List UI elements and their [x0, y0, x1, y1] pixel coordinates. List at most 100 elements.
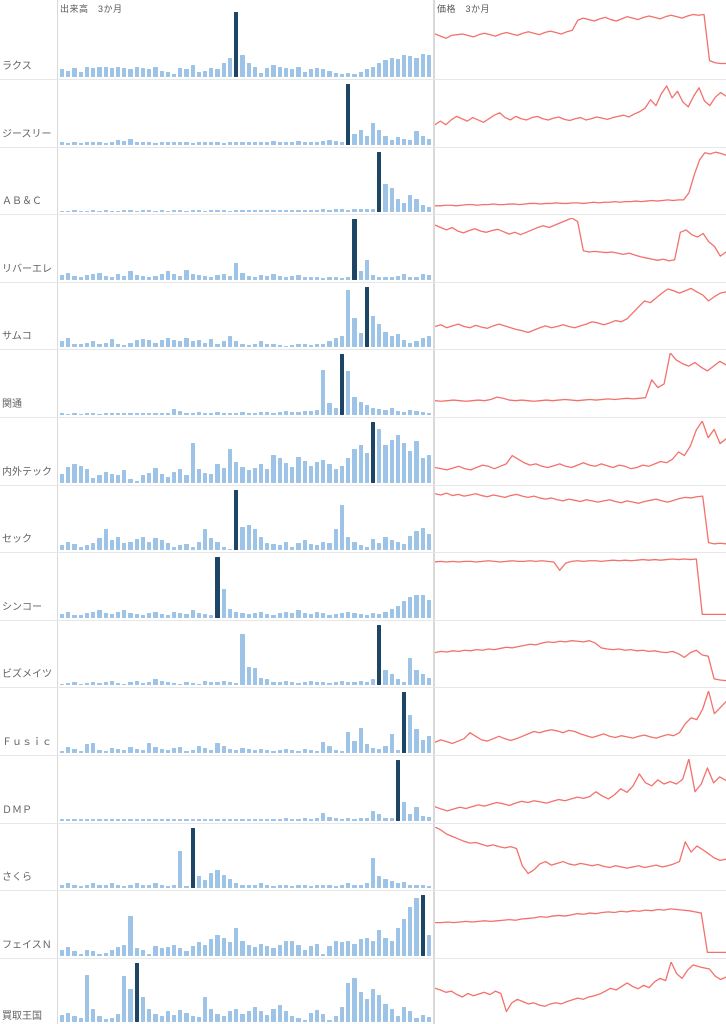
volume-bar — [159, 210, 164, 213]
stock-name-cell[interactable]: セック — [0, 486, 57, 553]
volume-sparkline-cell[interactable] — [57, 553, 434, 620]
volume-bar — [277, 749, 282, 753]
volume-bar — [339, 680, 345, 686]
price-sparkline-cell[interactable] — [434, 417, 726, 485]
volume-bar-max — [339, 354, 345, 415]
volume-bar — [346, 983, 351, 1022]
volume-bar — [290, 209, 295, 213]
volume-bar — [122, 542, 127, 551]
stock-name-cell[interactable]: サムコ — [0, 283, 57, 350]
volume-sparkline-cell[interactable] — [57, 417, 434, 485]
volume-bar — [408, 342, 413, 348]
volume-bar — [153, 883, 158, 889]
volume-bar — [402, 54, 407, 77]
stock-name-cell[interactable]: ＤＭＰ — [0, 756, 57, 823]
volume-bar — [265, 614, 270, 618]
price-sparkline-cell[interactable] — [434, 0, 726, 79]
price-sparkline-cell[interactable] — [434, 147, 726, 215]
price-sparkline-cell[interactable] — [434, 350, 726, 417]
volume-bar — [103, 528, 108, 551]
stock-name-cell[interactable]: ビズメイツ — [0, 621, 57, 688]
volume-bar — [72, 413, 77, 415]
volume-bar — [395, 679, 401, 686]
volume-bar — [153, 276, 158, 280]
volume-bar — [227, 210, 233, 213]
price-sparkline-cell[interactable] — [434, 282, 726, 350]
volume-sparkline-cell[interactable] — [57, 823, 434, 891]
volume-sparkline-cell[interactable] — [57, 688, 434, 755]
volume-bar — [308, 1012, 313, 1022]
stock-row: Ｆｕｓｉｃ — [0, 688, 726, 756]
stock-name-cell[interactable]: シンコー — [0, 553, 57, 620]
volume-bar — [389, 674, 394, 686]
volume-bar — [203, 528, 208, 551]
volume-bar — [227, 336, 233, 348]
volume-bar — [184, 270, 189, 280]
stock-name-cell[interactable]: ラクス — [0, 0, 57, 79]
price-sparkline-cell[interactable] — [434, 620, 726, 688]
volume-bar — [240, 210, 245, 213]
volume-bar — [358, 208, 363, 213]
volume-sparkline-cell[interactable] — [57, 215, 434, 282]
volume-sparkline-cell[interactable] — [57, 282, 434, 350]
volume-bar — [246, 276, 251, 280]
volume-bar — [103, 210, 108, 213]
volume-bar — [383, 669, 388, 686]
volume-bar — [414, 411, 419, 415]
volume-bar — [321, 69, 326, 77]
stock-name-cell[interactable]: さくら — [0, 824, 57, 891]
volume-bar — [215, 142, 220, 145]
volume-bar — [234, 210, 239, 213]
volume-bar — [314, 943, 320, 956]
stock-name-cell[interactable]: ジースリー — [0, 80, 57, 147]
price-sparkline-cell[interactable] — [434, 823, 726, 891]
volume-sparkline-cell[interactable] — [57, 755, 434, 823]
price-sparkline-cell[interactable] — [434, 891, 726, 958]
stock-name-cell[interactable]: リバーエレ — [0, 215, 57, 282]
price-sparkline-cell[interactable] — [434, 553, 726, 620]
price-sparkline-cell[interactable] — [434, 688, 726, 755]
volume-bar — [252, 1007, 257, 1022]
volume-bar — [190, 546, 195, 551]
volume-sparkline-cell[interactable] — [57, 891, 434, 958]
stock-name-cell[interactable]: ＡＢ＆Ｃ — [0, 148, 57, 215]
volume-sparkline-cell[interactable] — [57, 80, 434, 147]
volume-sparkline-cell[interactable] — [57, 350, 434, 417]
volume-bar — [426, 455, 432, 483]
volume-bar-max — [346, 84, 351, 145]
volume-bar — [227, 942, 233, 956]
volume-bar — [395, 198, 401, 213]
volume-bar — [290, 69, 295, 77]
price-sparkline-cell[interactable] — [434, 80, 726, 147]
volume-bar — [109, 680, 114, 686]
volume-sparkline-cell[interactable] — [57, 147, 434, 215]
price-sparkline-cell[interactable] — [434, 958, 726, 1024]
stock-name-cell[interactable]: 買取王国 — [0, 959, 57, 1024]
volume-bar — [402, 138, 407, 145]
volume-bar — [265, 818, 270, 821]
volume-bar — [97, 538, 102, 551]
stock-name-cell[interactable]: 内外テック — [0, 418, 57, 485]
volume-bar-chart — [60, 421, 432, 483]
volume-bar — [128, 884, 133, 889]
volume-bar — [140, 276, 146, 280]
volume-bar — [246, 344, 251, 348]
volume-bar — [240, 527, 245, 551]
volume-bar — [277, 612, 282, 618]
volume-sparkline-cell[interactable] — [57, 620, 434, 688]
volume-bar — [327, 209, 332, 213]
volume-bar — [352, 133, 357, 145]
volume-bar — [321, 1013, 326, 1022]
volume-bar — [122, 470, 127, 483]
volume-sparkline-cell[interactable] — [57, 958, 434, 1024]
volume-sparkline-cell[interactable] — [57, 0, 434, 79]
stock-name-cell[interactable]: 関通 — [0, 350, 57, 417]
volume-bar — [109, 412, 114, 415]
stock-name-cell[interactable]: Ｆｕｓｉｃ — [0, 688, 57, 755]
price-sparkline-cell[interactable] — [434, 755, 726, 823]
stock-name-cell[interactable]: フェイスＮ — [0, 891, 57, 958]
volume-sparkline-cell[interactable] — [57, 485, 434, 553]
volume-bar — [302, 344, 307, 348]
price-sparkline-cell[interactable] — [434, 485, 726, 553]
price-sparkline-cell[interactable] — [434, 215, 726, 282]
